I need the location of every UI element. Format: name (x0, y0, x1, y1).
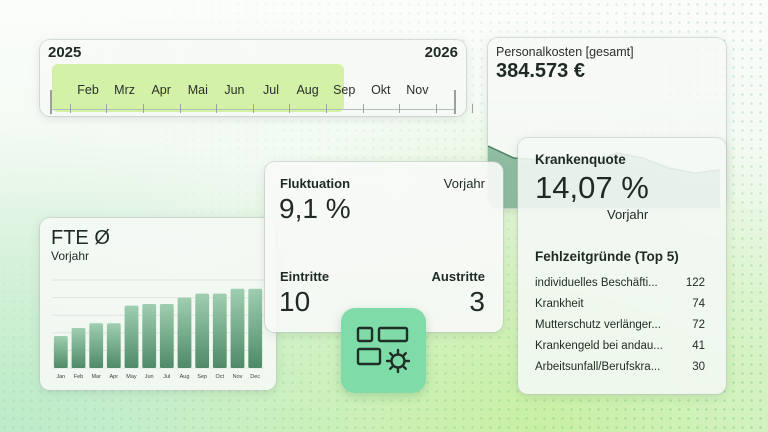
fte-tick-label: Nov (233, 374, 243, 380)
timeline-month-sep[interactable]: Sep (333, 83, 356, 97)
fehlzeitgruende-list: individuelles Beschäfti... 122 Krankheit 7… (535, 277, 705, 382)
timeline-tick (472, 104, 474, 113)
timeline-card: 2025 2026 Feb Mrz Apr Mai Jun Jul Aug Sep Okt Nov (40, 40, 474, 116)
personalkosten-value: 384.573 € (496, 60, 585, 82)
krankenquote-title: Krankenquote (535, 152, 626, 167)
timeline-tick (69, 104, 71, 113)
widgets-icon (356, 326, 411, 374)
fte-title: FTE Ø (51, 227, 110, 249)
list-item-label: Mutterschutz verlänger... (535, 319, 661, 331)
timeline-year-end: 2026 (424, 44, 458, 61)
timeline-tick (142, 104, 144, 113)
timeline-month-jun[interactable]: Jun (224, 83, 245, 97)
list-item[interactable]: Arbeitsunfall/Berufskra... 30 (535, 361, 705, 382)
fte-bar-jul (159, 304, 174, 368)
fte-bar-feb (71, 328, 86, 368)
fte-bar-jan (53, 336, 68, 368)
fte-bar-nov (230, 288, 245, 368)
fte-bar-oct (212, 293, 227, 368)
dashboard-app-icon[interactable] (341, 308, 426, 393)
list-item-label: individuelles Beschäfti... (535, 277, 658, 289)
fte-bar-sep (195, 293, 210, 368)
timeline-tick (289, 104, 291, 113)
krankenquote-card[interactable]: Krankenquote 14,07 % Vorjahr Fehlzeitgrü… (518, 138, 726, 394)
timeline-year-start: 2025 (48, 44, 82, 61)
list-item-value: 30 (692, 361, 705, 373)
fte-tick-label: Feb (74, 374, 83, 380)
timeline-range-highlight[interactable] (52, 64, 344, 112)
fluktuation-value: 9,1 % (279, 193, 351, 224)
krankenquote-value: 14,07 % (535, 170, 649, 205)
list-item[interactable]: Krankengeld bei andau... 41 (535, 340, 705, 361)
timeline-end-handle[interactable] (454, 90, 456, 114)
fte-bar-mar (89, 323, 104, 368)
austritte-value: 3 (469, 286, 485, 317)
timeline-tick (216, 104, 218, 113)
timeline-tick (362, 104, 364, 113)
fte-bar-chart: Jan Feb Mar Apr May Jun Jul Aug Sep Oct Nov Dec (52, 279, 264, 380)
fte-bar-aug (177, 297, 192, 368)
fte-bar-jun (142, 304, 157, 368)
fte-tick-label: Dec (250, 374, 260, 380)
fte-bar-dec (248, 288, 263, 368)
timeline-start-handle[interactable] (50, 90, 52, 114)
timeline-tick (435, 104, 437, 113)
timeline-month-apr[interactable]: Apr (151, 83, 171, 97)
timeline-tick (252, 104, 254, 113)
fte-tick-label: Jun (145, 374, 154, 380)
list-item-value: 74 (692, 298, 705, 310)
fte-tick-label: Jan (56, 374, 65, 380)
list-item-value: 122 (685, 277, 705, 289)
list-item-value: 41 (692, 340, 705, 352)
timeline-tick (106, 104, 108, 113)
fehlzeitgruende-title: Fehlzeitgründe (Top 5) (535, 249, 679, 264)
list-item[interactable]: Krankheit 74 (535, 298, 705, 319)
fte-tick-label: Apr (110, 374, 119, 380)
fte-tick-label: May (126, 374, 137, 380)
fte-card[interactable]: Jan Feb Mar Apr May Jun Jul Aug Sep Oct Nov Dec FTE… (40, 218, 276, 390)
timeline-month-feb[interactable]: Feb (77, 83, 99, 97)
list-item[interactable]: individuelles Beschäfti... 122 (535, 277, 705, 298)
fte-tick-label: Aug (180, 374, 190, 380)
timeline-tick (325, 104, 327, 113)
fte-tick-label: Oct (216, 374, 225, 380)
krankenquote-comparison-label: Vorjahr (607, 207, 649, 222)
fte-tick-label: Mar (91, 374, 101, 380)
eintritte-label: Eintritte (280, 269, 330, 284)
timeline-month-jul[interactable]: Jul (263, 83, 279, 97)
timeline-month-mrz[interactable]: Mrz (114, 83, 136, 97)
timeline-tick (179, 104, 181, 113)
fte-bar-apr (106, 323, 121, 368)
personalkosten-label: Personalkosten [gesamt] (496, 45, 634, 59)
list-item-label: Krankengeld bei andau... (535, 340, 663, 352)
fte-bar-may (124, 305, 139, 368)
list-item-value: 72 (692, 319, 705, 331)
list-item[interactable]: Mutterschutz verlänger... 72 (535, 319, 705, 340)
timeline-month-nov[interactable]: Nov (406, 83, 429, 97)
fte-tick-label: Sep (197, 374, 207, 380)
eintritte-value: 10 (279, 286, 311, 317)
timeline-month-mai[interactable]: Mai (187, 83, 208, 97)
fluktuation-title: Fluktuation (280, 176, 351, 191)
fte-tick-label: Jul (163, 374, 170, 380)
timeline-tick (399, 104, 401, 113)
fluktuation-card[interactable]: Fluktuation Vorjahr 9,1 % Eintritte 10 A… (265, 162, 503, 332)
list-item-label: Krankheit (535, 298, 584, 310)
list-item-label: Arbeitsunfall/Berufskra... (535, 361, 661, 373)
timeline-month-aug[interactable]: Aug (296, 83, 319, 97)
timeline-month-okt[interactable]: Okt (371, 83, 391, 97)
fte-subtitle: Vorjahr (51, 249, 90, 263)
austritte-label: Austritte (431, 269, 485, 284)
fluktuation-comparison-label: Vorjahr (443, 176, 485, 191)
